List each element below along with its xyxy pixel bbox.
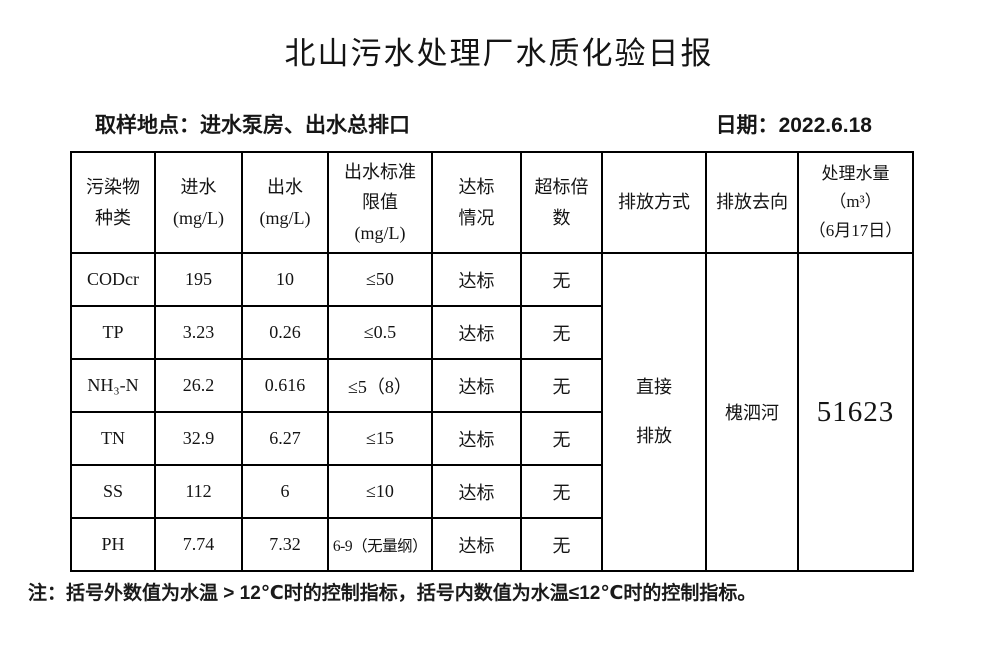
cell-outflow: 0.616 xyxy=(241,358,329,413)
cell-limit: ≤50 xyxy=(327,252,433,307)
cell-outflow: 7.32 xyxy=(241,517,329,572)
cell-inflow: 32.9 xyxy=(154,411,243,466)
cell-inflow: 195 xyxy=(154,252,243,307)
sampling-location-label: 取样地点： xyxy=(95,114,200,137)
cell-discharge-destination: 槐泗河 xyxy=(705,252,799,572)
report-date-label: 日期： xyxy=(715,114,779,137)
cell-pollutant: PH xyxy=(70,517,156,572)
report-date: 日期：2022.6.18 xyxy=(716,109,872,139)
col-header-treated-water-volume: 处理水量 （m³） （6月17日） xyxy=(797,151,914,254)
col-header-discharge-method: 排放方式 xyxy=(601,151,707,254)
col-header-discharge-destination: 排放去向 xyxy=(705,151,799,254)
table-header-row: 污染物 种类 进水 (mg/L) 出水 (mg/L) 出水标准 限值 (mg/L… xyxy=(70,151,914,254)
table-row-ss: SS 112 6 ≤10 达标 无 xyxy=(70,464,913,519)
cell-limit: ≤10 xyxy=(327,464,433,519)
cell-compliance: 达标 xyxy=(431,411,522,466)
cell-exceed: 无 xyxy=(520,411,603,466)
cell-inflow: 3.23 xyxy=(154,305,243,360)
meta-row: 取样地点：进水泵房、出水总排口 日期：2022.6.18 xyxy=(95,109,872,139)
cell-pollutant: TP xyxy=(70,305,156,360)
cell-inflow: 26.2 xyxy=(154,358,243,413)
cell-exceed: 无 xyxy=(520,464,603,519)
cell-pollutant: CODcr xyxy=(70,252,156,307)
cell-exceed: 无 xyxy=(520,517,603,572)
sampling-location: 取样地点：进水泵房、出水总排口 xyxy=(95,109,410,139)
cell-inflow: 112 xyxy=(154,464,243,519)
sampling-location-value: 进水泵房、出水总排口 xyxy=(200,114,410,137)
cell-limit: 6-9（无量纲） xyxy=(327,517,433,572)
cell-compliance: 达标 xyxy=(431,305,522,360)
cell-limit: ≤5（8） xyxy=(327,358,433,413)
col-header-pollutant-type: 污染物 种类 xyxy=(70,151,156,254)
cell-outflow: 10 xyxy=(241,252,329,307)
footnote: 注：括号外数值为水温 > 12℃时的控制指标，括号内数值为水温≤12℃时的控制指… xyxy=(28,583,757,604)
cell-exceed: 无 xyxy=(520,305,603,360)
col-header-outflow: 出水 (mg/L) xyxy=(241,151,329,254)
table-row-nh3n: NH₃-N 26.2 0.616 ≤5（8） 达标 无 xyxy=(70,358,913,413)
cell-pollutant: TN xyxy=(70,411,156,466)
cell-treated-water-volume: 51623 xyxy=(797,252,914,572)
cell-outflow: 6 xyxy=(241,464,329,519)
cell-pollutant: NH₃-N xyxy=(70,358,156,413)
cell-discharge-method: 直接 排放 xyxy=(601,252,707,572)
table-row-tn: TN 32.9 6.27 ≤15 达标 无 xyxy=(70,411,913,466)
water-quality-table: 污染物 种类 进水 (mg/L) 出水 (mg/L) 出水标准 限值 (mg/L… xyxy=(70,151,914,572)
cell-pollutant: SS xyxy=(70,464,156,519)
table-row-ph: PH 7.74 7.32 6-9（无量纲） 达标 无 xyxy=(70,517,913,572)
cell-compliance: 达标 xyxy=(431,464,522,519)
cell-limit: ≤0.5 xyxy=(327,305,433,360)
col-header-exceed-multiple: 超标倍 数 xyxy=(520,151,603,254)
cell-compliance: 达标 xyxy=(431,252,522,307)
report-date-value: 2022.6.18 xyxy=(778,114,872,137)
cell-outflow: 0.26 xyxy=(241,305,329,360)
cell-outflow: 6.27 xyxy=(241,411,329,466)
cell-compliance: 达标 xyxy=(431,358,522,413)
cell-limit: ≤15 xyxy=(327,411,433,466)
table-row-codcr: CODcr 195 10 ≤50 达标 无 直接 排放 槐泗河 51623 xyxy=(70,252,914,572)
col-header-outflow-limit: 出水标准 限值 (mg/L) xyxy=(327,151,433,254)
cell-compliance: 达标 xyxy=(431,517,522,572)
table-row-tp: TP 3.23 0.26 ≤0.5 达标 无 xyxy=(70,305,913,360)
report-title: 北山污水处理厂水质化验日报 xyxy=(284,36,714,71)
col-header-compliance: 达标 情况 xyxy=(431,151,522,254)
cell-exceed: 无 xyxy=(520,358,603,413)
cell-inflow: 7.74 xyxy=(154,517,243,572)
col-header-inflow: 进水 (mg/L) xyxy=(154,151,243,254)
cell-exceed: 无 xyxy=(520,252,603,307)
